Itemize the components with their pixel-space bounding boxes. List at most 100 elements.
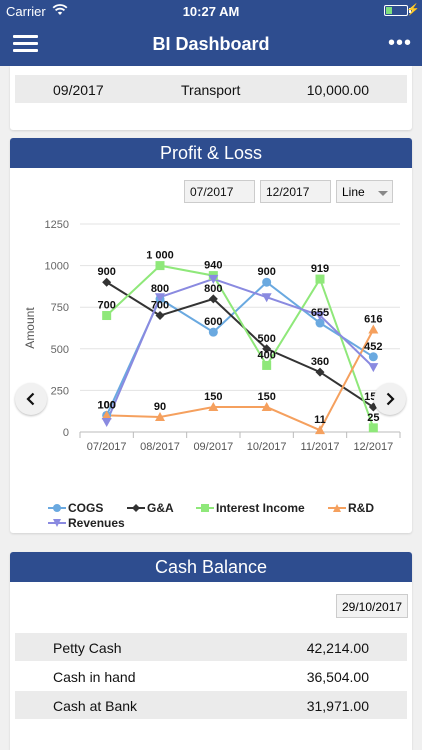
from-date-input[interactable]: 07/2017 [184,180,255,203]
chevron-down-icon [378,191,388,196]
data-label: 800 [151,283,169,295]
point-marker [315,274,325,284]
x-tick-label: 08/2017 [140,441,180,453]
point-marker [261,293,272,303]
table-row: Cash in hand 36,504.00 [15,662,407,690]
point-marker [101,410,112,420]
data-label: 900 [257,266,275,278]
data-label: 500 [257,333,275,345]
clock: 10:27 AM [182,4,240,19]
point-marker [208,294,218,304]
data-label: 900 [97,266,115,278]
row-label: Cash at Bank [53,698,138,714]
nav-bar: BI Dashboard ••• [0,22,422,66]
profit-loss-card: Profit & Loss 07/2017 12/2017 Line 0 250 5… [10,138,412,533]
expenses-card: 09/2017 Transport 10,000.00 [10,66,412,130]
legend-marker [127,504,145,512]
data-label: 919 [311,263,329,275]
prev-period-button[interactable] [15,383,47,415]
data-label: 25 [367,412,379,424]
profit-loss-chart: 0 250 500 750 1000 1250 07/2017 08/2017 09/2017 1… [23,219,401,453]
more-options-icon[interactable]: ••• [387,32,412,54]
point-marker [368,363,379,373]
point-marker [262,360,272,370]
data-label: 655 [311,307,329,319]
point-marker [262,344,272,354]
battery-icon [384,5,408,16]
chevron-right-icon [386,392,395,406]
x-tick-label: 10/2017 [247,441,287,453]
data-label: 452 [364,341,382,353]
page-title: BI Dashboard [152,34,270,54]
x-tick-label: 11/2017 [301,441,340,453]
x-tick-label: 07/2017 [87,441,127,453]
row-amount: 10,000.00 [306,82,369,98]
row-label: Petty Cash [53,640,122,656]
to-date-input[interactable]: 12/2017 [260,180,331,203]
data-label: 360 [311,356,329,368]
chart-type-select[interactable]: Line [336,180,393,203]
legend-marker [48,519,66,527]
data-label: 90 [154,401,166,413]
row-category: Transport [181,82,241,98]
chevron-left-icon [26,392,35,406]
point-marker [155,261,165,271]
data-label: 616 [364,313,382,325]
charging-icon: ⚡ [406,4,420,16]
row-date: 09/2017 [53,82,104,98]
table-row: Petty Cash 42,214.00 [15,633,407,661]
point-marker [368,423,378,433]
series-line [106,281,374,408]
point-marker [208,327,218,337]
profit-loss-title: Profit & Loss [10,138,412,168]
point-marker [155,293,165,303]
data-label: 150 [257,391,275,403]
point-marker [102,277,112,287]
point-marker [208,402,219,412]
wifi-icon [52,4,68,15]
cash-balance-card: Cash Balance 29/10/2017 Petty Cash 42,21… [10,552,412,750]
chart-type-value: Line [342,185,365,199]
y-tick-label: 1000 [45,261,69,273]
legend-marker [48,504,66,512]
cash-balance-title: Cash Balance [10,552,412,582]
status-bar: Carrier 10:27 AM ⚡ [0,0,422,22]
data-label: 100 [97,399,115,411]
point-marker [315,311,325,321]
point-marker [368,324,379,334]
point-marker [102,311,112,321]
data-label: 100 [97,399,115,411]
legend-marker [196,504,214,512]
row-amount: 36,504.00 [306,669,369,685]
data-label: 400 [257,349,275,361]
next-period-button[interactable] [374,383,406,415]
series-line [106,329,375,432]
y-tick-label: 250 [51,385,69,397]
data-label: 700 [97,300,115,312]
point-marker [155,412,165,422]
y-tick-label: 750 [51,302,69,314]
row-label: Cash in hand [53,669,136,685]
point-marker [261,402,272,412]
data-label: 150 [204,391,222,403]
point-marker [368,352,378,362]
balance-date-input[interactable]: 29/10/2017 [336,594,408,618]
point-marker [315,318,325,328]
legend-label: Interest Income [216,501,305,515]
y-tick-label: 500 [51,344,69,356]
legend-marker [328,504,346,512]
data-label: 600 [204,316,222,328]
carrier-label: Carrier [6,4,46,19]
data-label: 940 [204,260,222,272]
legend-label: COGS [68,501,104,515]
series-line [105,264,375,429]
legend-label: Revenues [68,516,125,530]
point-marker [101,418,112,428]
x-tick-label: 09/2017 [193,441,233,453]
point-marker [208,274,219,284]
row-amount: 31,971.00 [306,698,369,714]
legend-label: R&D [348,501,374,515]
point-marker [315,367,325,377]
x-tick-label: 12/2017 [353,441,393,453]
hamburger-menu-icon[interactable] [13,35,38,53]
